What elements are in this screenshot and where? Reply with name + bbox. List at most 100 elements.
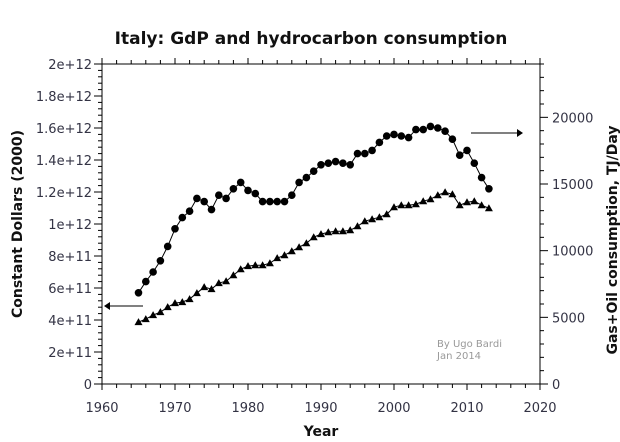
hydrocarbon-point — [163, 303, 172, 311]
gdp-point — [244, 186, 252, 195]
hydrocarbon-point — [441, 188, 450, 196]
x-tick-label: 1960 — [85, 401, 118, 416]
hydrocarbon-point — [258, 261, 267, 269]
hydrocarbon-point — [470, 197, 479, 205]
plot-frame — [101, 63, 541, 385]
gdp-point — [331, 157, 340, 166]
hydrocarbon-point — [280, 251, 289, 259]
gdp-point — [266, 197, 274, 206]
y-tick-label: 8e+11 — [48, 250, 92, 265]
gdp-point — [149, 268, 157, 276]
gdp-point — [288, 191, 296, 199]
gdp-point — [485, 185, 493, 193]
hydrocarbon-point — [185, 295, 194, 303]
gdp-point — [441, 127, 449, 135]
gdp-point — [178, 213, 187, 222]
hydrocarbon-point — [287, 247, 296, 255]
hydrocarbon-point — [397, 201, 406, 209]
gdp-point — [375, 138, 384, 147]
hydrocarbon-point — [244, 262, 252, 270]
x-tick-label: 2020 — [523, 401, 556, 416]
hydrocarbon-point — [265, 259, 274, 267]
y-axis-title: Constant Dollars (2000) — [10, 130, 26, 318]
hydrocarbon-point — [411, 200, 420, 208]
gdp-point — [258, 197, 267, 206]
axes-ticks: 1960 1970 1980 1990 2000 2010 2020 0 2e+11 4e+11 6… — [36, 58, 593, 416]
gdp-point — [134, 289, 143, 297]
hydrocarbon-point — [236, 265, 245, 273]
hydrocarbon-point — [156, 308, 165, 316]
hydrocarbon-point — [134, 318, 143, 326]
hydrocarbon-point — [484, 204, 493, 212]
gdp-point — [412, 125, 420, 134]
y2-tick-label: 20000 — [552, 111, 593, 126]
gdp-point — [193, 194, 201, 203]
gdp-point — [434, 124, 442, 132]
gdp-point — [185, 207, 194, 215]
gdp-point — [317, 161, 325, 169]
hydrocarbon-point — [368, 215, 377, 223]
hydrocarbon-point — [360, 217, 369, 225]
y-tick-label: 1.6e+12 — [36, 122, 92, 137]
gdp-point — [339, 159, 347, 167]
hydrocarbon-point — [338, 227, 347, 235]
hydrocarbon-point — [324, 228, 333, 236]
hydrocarbon-point — [229, 271, 238, 279]
y-tick-label: 1.2e+12 — [36, 186, 92, 201]
x-axis-title: Year — [303, 424, 339, 440]
gdp-point — [251, 189, 260, 198]
hydrocarbon-point — [295, 243, 304, 251]
hydrocarbon-point — [404, 201, 413, 209]
hydrocarbon-point — [448, 190, 457, 198]
gdp-point — [404, 133, 413, 142]
arrow-right-head-icon — [517, 129, 523, 137]
hydrocarbon-point — [382, 210, 391, 218]
hydrocarbon-point — [200, 283, 209, 291]
gdp-point — [295, 178, 303, 187]
gdp-point — [142, 277, 150, 286]
hydrocarbon-point — [346, 226, 355, 234]
y2-axis-title: Gas+Oil consumption, TJ/Day — [605, 125, 620, 354]
hydrocarbon-point — [331, 227, 340, 235]
y-tick-label: 4e+11 — [48, 314, 92, 329]
gdp-point — [280, 197, 289, 206]
hydrocarbon-point — [149, 311, 158, 319]
y-tick-label: 6e+11 — [48, 282, 92, 297]
hydrocarbon-point — [463, 198, 471, 206]
gdp-point — [368, 146, 376, 155]
arrow-left-head-icon — [104, 302, 110, 310]
credit-author: By Ugo Bardi — [437, 339, 502, 350]
gdp-point — [222, 194, 230, 203]
gdp-point — [200, 197, 208, 206]
hydrocarbon-point — [419, 197, 428, 205]
gdp-point — [324, 159, 333, 167]
gdp-point — [361, 149, 369, 158]
gdp-point — [309, 167, 318, 175]
y-tick-label: 1.4e+12 — [36, 154, 92, 169]
series-layer — [104, 122, 523, 326]
hydrocarbon-point — [251, 261, 260, 269]
gdp-point — [236, 178, 245, 187]
hydrocarbon-point — [433, 191, 442, 199]
gdp-point — [353, 149, 362, 158]
hydrocarbon-point — [192, 289, 201, 297]
y-tick-label: 0 — [84, 378, 92, 393]
hydrocarbon-point — [309, 233, 318, 241]
hydrocarbon-point — [375, 213, 384, 221]
gdp-point — [397, 132, 406, 140]
gdp-point — [156, 257, 165, 265]
y-tick-label: 2e+11 — [48, 346, 92, 361]
gdp-point — [302, 173, 311, 182]
gdp-point — [477, 173, 486, 182]
hydrocarbon-point — [390, 203, 398, 211]
hydrocarbon-point — [171, 299, 179, 307]
x-tick-label: 2000 — [377, 401, 410, 416]
hydrocarbon-point — [178, 298, 187, 306]
y2-tick-label: 5000 — [552, 311, 585, 326]
gdp-point — [207, 205, 216, 214]
y-tick-label: 1.8e+12 — [36, 90, 92, 105]
hydrocarbon-point — [455, 201, 464, 209]
gdp-point — [382, 132, 391, 140]
gdp-point — [346, 161, 355, 169]
